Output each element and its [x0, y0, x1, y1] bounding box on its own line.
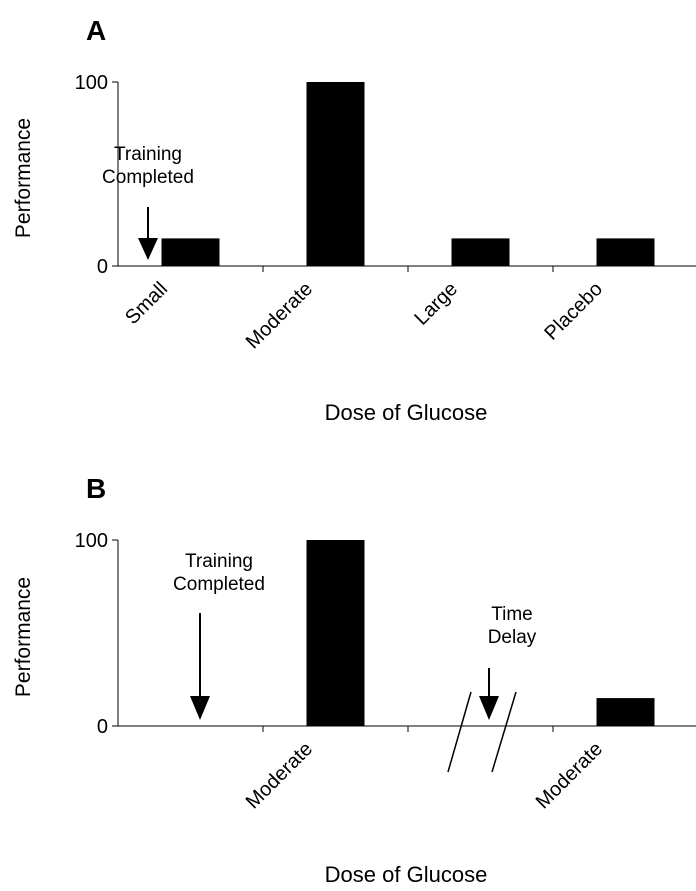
- annotation: Delay: [488, 627, 537, 648]
- x-tick-label: Placebo: [540, 278, 607, 345]
- y-axis-label: Performance: [12, 118, 35, 238]
- x-tick-label: Moderate: [532, 738, 607, 813]
- y-tick-label: 0: [97, 716, 108, 738]
- bar: [596, 238, 655, 266]
- bar: [161, 238, 220, 266]
- x-axis-label: Dose of Glucose: [325, 862, 488, 887]
- panel-label: A: [86, 15, 106, 46]
- y-tick-label: 100: [75, 72, 108, 94]
- bar: [306, 540, 365, 726]
- bar: [306, 82, 365, 266]
- arrow-head: [190, 696, 210, 720]
- bar: [596, 698, 655, 726]
- bar: [451, 238, 510, 266]
- arrow-head: [479, 696, 499, 720]
- axis-break: [491, 691, 517, 773]
- y-tick-label: 0: [97, 256, 108, 278]
- x-axis-label: Dose of Glucose: [325, 400, 488, 425]
- x-tick-label: Large: [410, 278, 462, 330]
- axis-break: [447, 691, 472, 773]
- annotation: Completed: [173, 574, 265, 595]
- y-axis-label: Performance: [12, 577, 35, 697]
- annotation: Training: [114, 144, 182, 165]
- arrow-head: [138, 238, 158, 260]
- annotation: Training: [185, 551, 253, 572]
- annotation: Completed: [102, 167, 194, 188]
- panel-label: B: [86, 473, 106, 504]
- x-tick-label: Moderate: [242, 278, 317, 353]
- x-tick-label: Moderate: [242, 738, 317, 813]
- y-tick-label: 100: [75, 530, 108, 552]
- annotation: Time: [491, 604, 533, 625]
- x-tick-label: Small: [121, 278, 172, 329]
